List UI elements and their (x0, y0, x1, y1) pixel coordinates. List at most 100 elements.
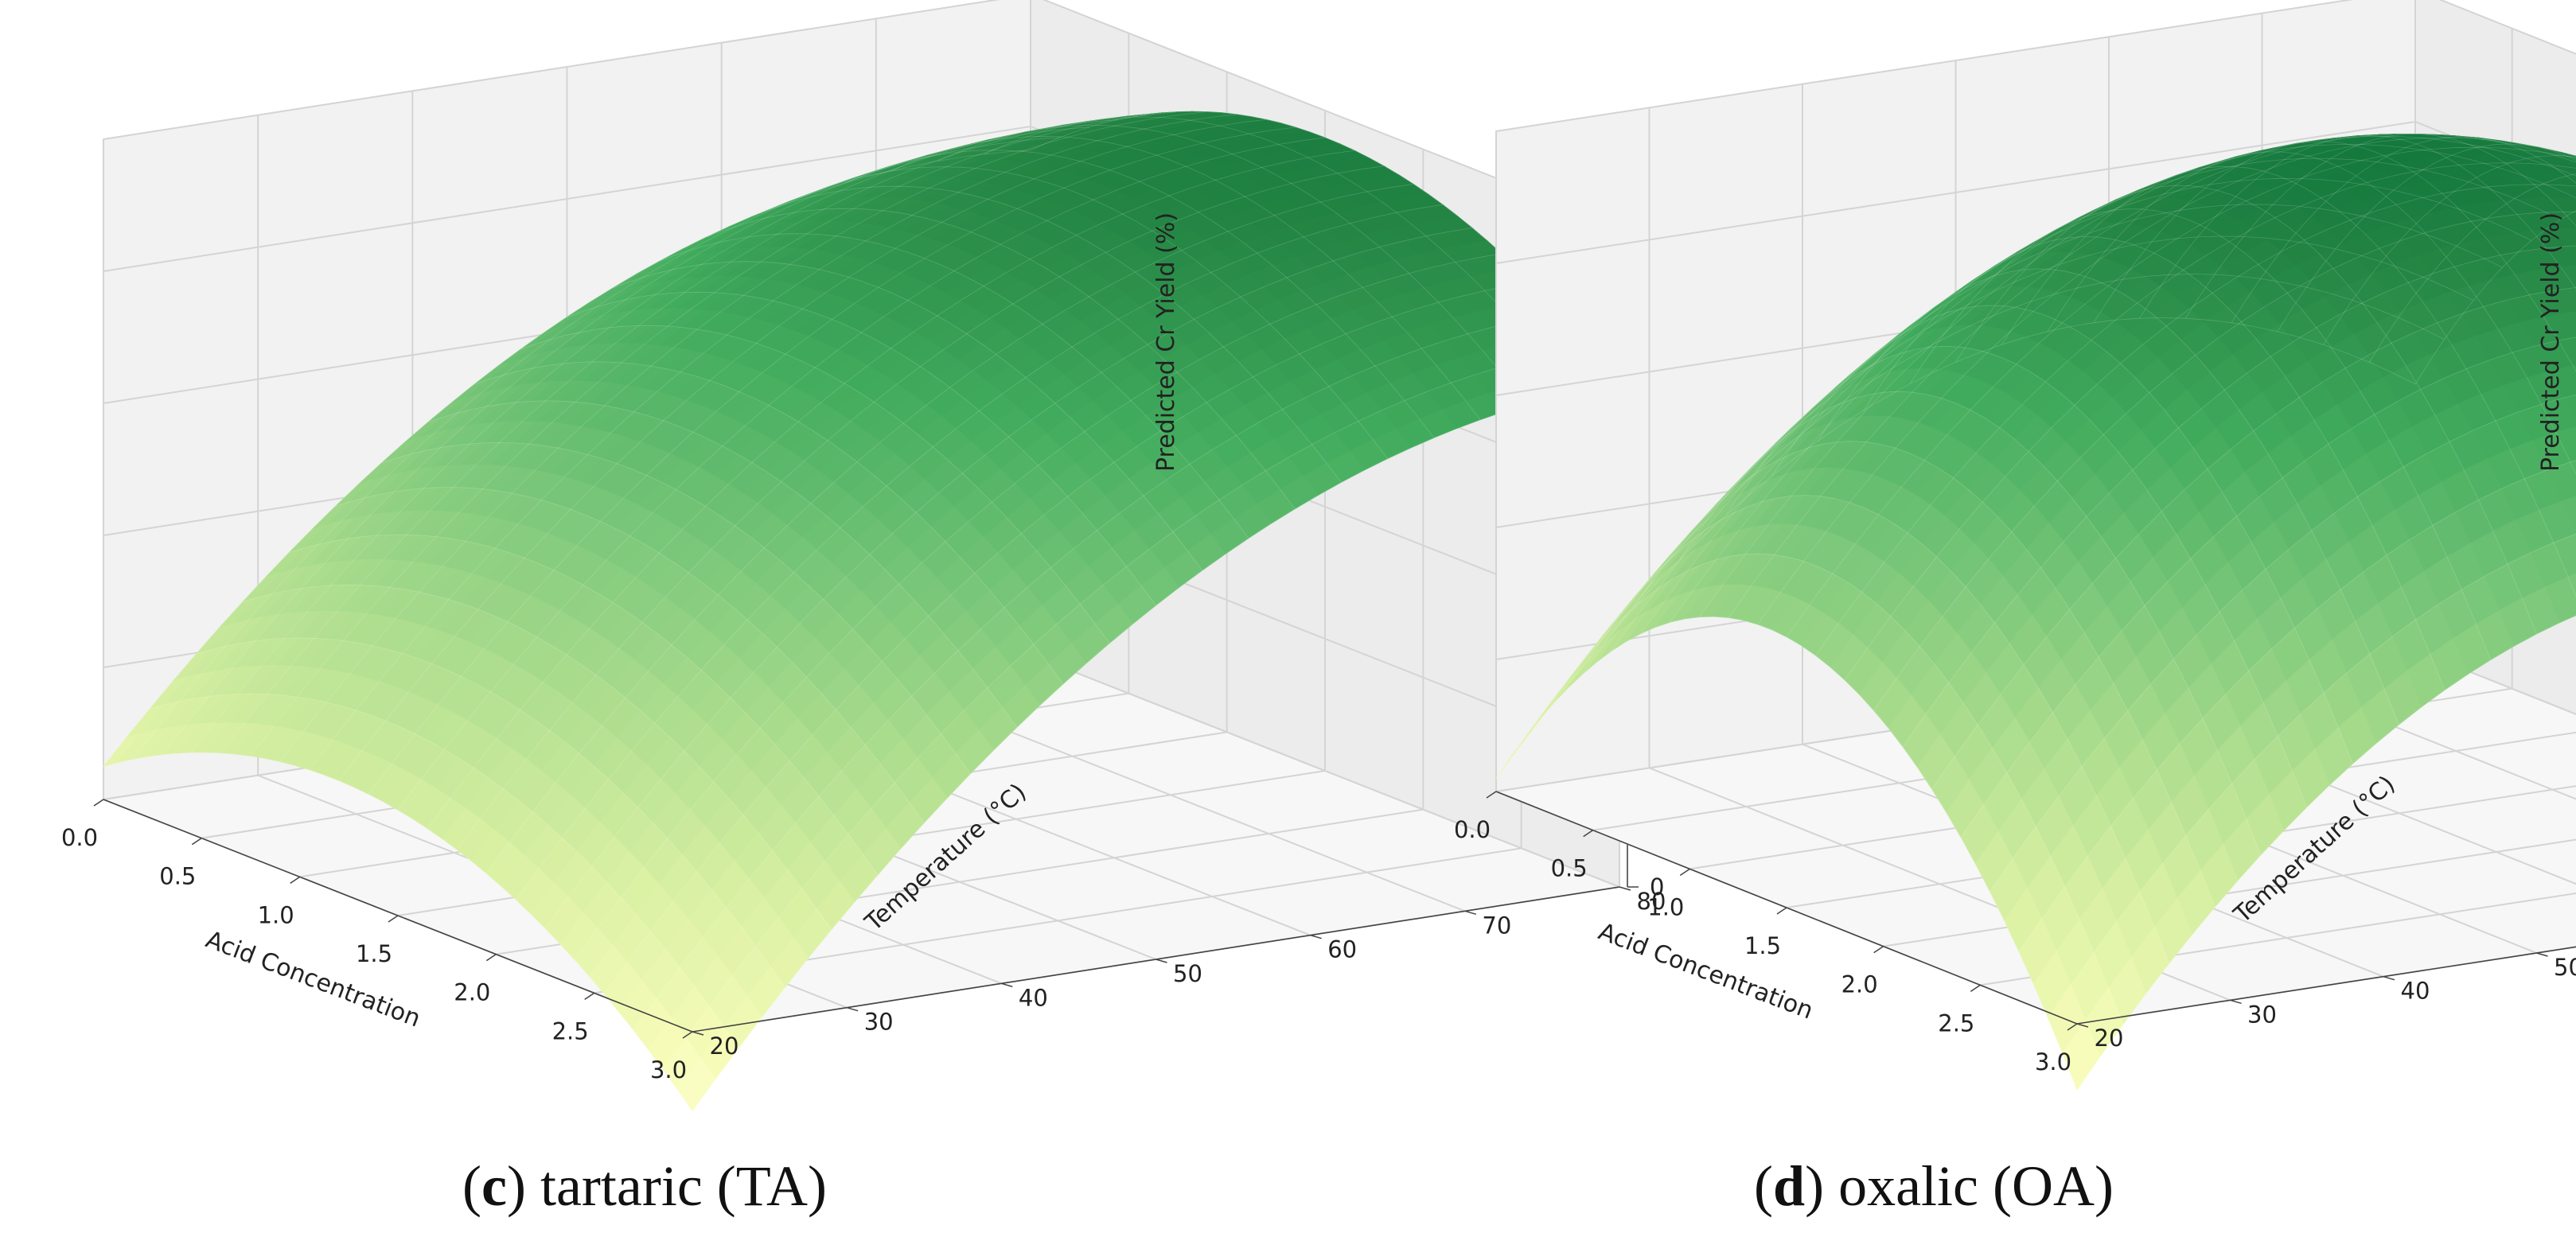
x-tick (388, 915, 399, 923)
surface-patch (677, 1057, 716, 1112)
mesh-line (984, 116, 1574, 393)
x-tick (584, 992, 595, 1000)
y-tick-label: 80 (1637, 888, 1666, 915)
surface-mesh (103, 111, 1620, 1111)
x-tick (93, 799, 104, 807)
x-tick-label: 3.0 (2035, 1048, 2071, 1075)
y-tick (2536, 952, 2548, 957)
x-tick-label: 1.5 (356, 940, 392, 967)
x-tick (682, 1031, 693, 1039)
mesh-line (456, 165, 1385, 850)
mesh-line (220, 114, 1149, 753)
mesh-line (659, 233, 1249, 539)
x-tick-label: 2.5 (552, 1017, 589, 1044)
panel-c-surface-plot: 0.00.51.01.52.02.53.02030405060708002040… (61, 0, 1693, 1112)
x-tick-label: 3.0 (650, 1056, 687, 1083)
mesh-line (103, 752, 693, 1111)
panel-d-surface-plot: 0.00.51.01.52.02.53.02030405060708002040… (1454, 0, 2576, 1091)
x-tick (485, 954, 497, 962)
mesh-line (132, 137, 1061, 760)
x-tick-label: 2.5 (1938, 1009, 1974, 1037)
mesh-line (544, 228, 1473, 929)
x-tick-label: 2.0 (1841, 971, 1878, 998)
y-tick (2383, 975, 2395, 981)
x-tick-label: 0.0 (1454, 816, 1491, 843)
x-tick-label: 1.0 (258, 901, 294, 928)
grid-z (103, 0, 1620, 228)
y-tick (1001, 982, 1013, 988)
mesh-line (338, 119, 1267, 781)
surface (1495, 133, 2576, 1091)
y-tick-label: 20 (710, 1033, 739, 1060)
y-tick-label: 60 (1327, 936, 1357, 963)
mesh-line (288, 534, 879, 876)
caption-d-letter: d (1773, 1154, 1805, 1218)
mesh-line (692, 382, 1620, 1111)
mesh-line (103, 150, 1031, 767)
tick-labels: 0.00.51.01.52.02.53.02030405060708002040… (61, 213, 1693, 1083)
y-tick-label: 70 (1482, 912, 1511, 939)
x-tick (1679, 868, 1690, 876)
mesh-line (798, 166, 1389, 459)
grid-z (1495, 0, 2576, 132)
x-tick (1970, 984, 1981, 992)
mesh-line (279, 111, 1208, 762)
mesh-line (613, 261, 1203, 571)
mesh-line (335, 487, 925, 823)
mesh-line (191, 119, 1120, 753)
x-axis-label: Acid Concentration (1595, 918, 1817, 1025)
x-tick (1776, 907, 1787, 915)
mesh-line (242, 584, 832, 930)
mesh-line (520, 325, 1110, 644)
mesh-line (485, 184, 1414, 873)
mesh-line (662, 346, 1591, 1070)
mesh-line (150, 693, 739, 1048)
mesh-line (937, 125, 1527, 405)
x-tick-label: 0.0 (61, 824, 98, 851)
y-tick-label: 30 (864, 1009, 894, 1036)
mesh-line (196, 637, 785, 988)
mesh-line (250, 111, 1179, 757)
y-tick (1310, 934, 1322, 939)
mesh-line (752, 185, 1342, 483)
x-tick-label: 1.0 (1647, 893, 1684, 920)
mesh-line (368, 126, 1296, 795)
caption-c: (c) tartaric (TA) (462, 1154, 827, 1218)
mesh-line (844, 150, 1435, 438)
y-tick-label: 50 (1173, 960, 1202, 987)
y-tick (692, 1031, 704, 1036)
mesh-line (397, 137, 1326, 811)
z-axis-label: Predicted Cr Yield (%) (2537, 212, 2565, 472)
x-tick-label: 0.5 (1551, 855, 1588, 882)
mesh-line (567, 291, 1156, 606)
y-tick-label: 40 (2401, 978, 2430, 1005)
y-tick-label: 40 (1019, 984, 1048, 1011)
caption-d-text: oxalic (OA) (1838, 1154, 2114, 1218)
z-axis-label: Predicted Cr Yield (%) (1152, 212, 1180, 472)
mesh-line (309, 114, 1237, 771)
x-tick-label: 2.0 (454, 979, 490, 1006)
z-tick-label: 0 (1650, 873, 1664, 900)
x-tick (1873, 946, 1884, 954)
grid-z (1495, 120, 2576, 264)
y-tick (2230, 999, 2242, 1005)
x-tick (191, 838, 202, 846)
surface (102, 111, 1620, 1112)
y-tick (1464, 910, 1477, 916)
mesh-line (891, 135, 1481, 420)
mesh-line (427, 150, 1355, 829)
y-tick (1155, 959, 1167, 963)
x-tick (290, 876, 301, 884)
mesh-line (706, 208, 1296, 509)
mesh-line (381, 441, 971, 774)
mesh-line (162, 126, 1090, 755)
y-tick-label: 50 (2554, 954, 2576, 981)
mesh-line (603, 282, 1532, 994)
mesh-line (474, 361, 1064, 685)
x-tick-label: 1.5 (1744, 932, 1781, 959)
caption-d: (d) oxalic (OA) (1754, 1154, 2114, 1218)
caption-c-letter: c (481, 1154, 507, 1218)
y-tick (846, 1006, 859, 1012)
y-tick-label: 20 (2095, 1025, 2124, 1052)
